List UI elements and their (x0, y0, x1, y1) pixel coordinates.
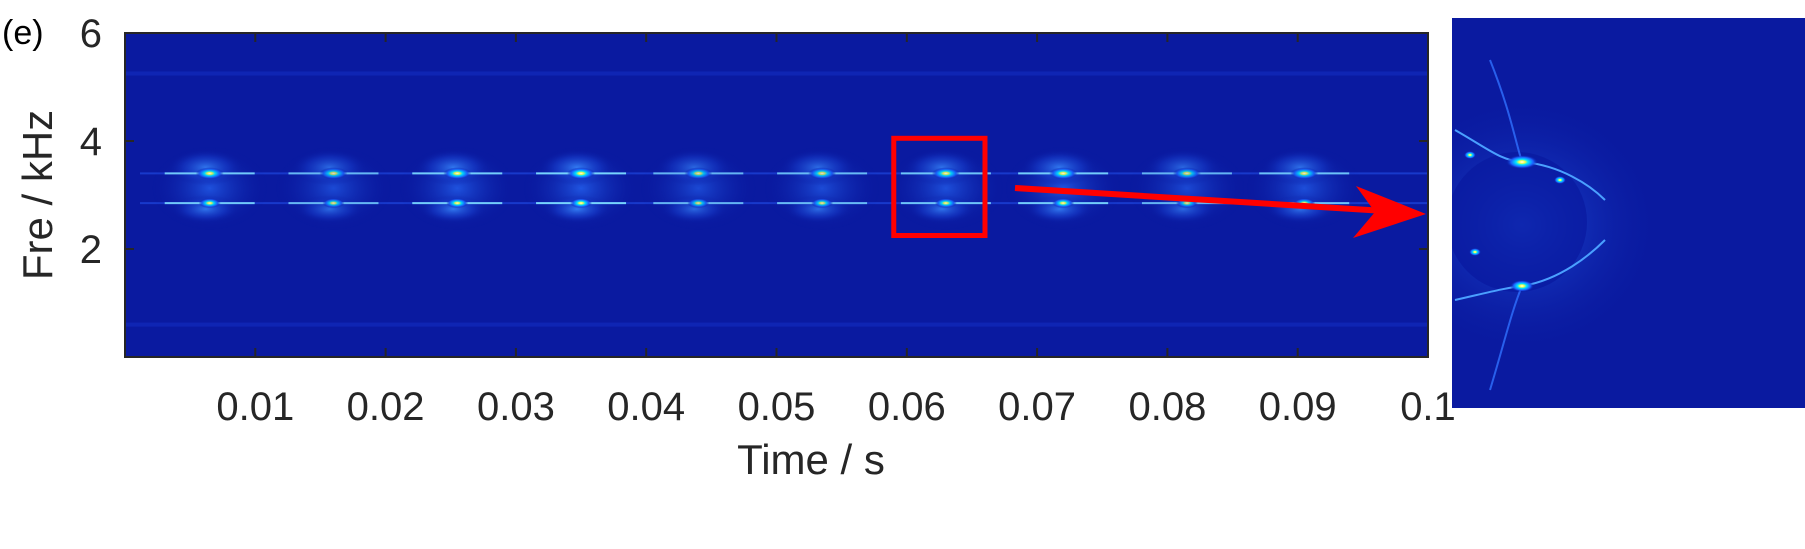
burst-hotspot-upper (931, 167, 960, 180)
plot-area: 0.01 0.02 0.03 0.04 0.05 0.06 0.07 0.08 0.09 0.1 … (80, 12, 1456, 429)
burst-hotspot-upper (443, 167, 472, 180)
burst-hotspot-upper (195, 167, 224, 180)
x-tick-label: 0.08 (1128, 385, 1206, 429)
burst-hotspot-lower (1052, 198, 1075, 209)
burst-hotspot-upper (319, 167, 348, 180)
energy-burst (640, 146, 757, 231)
burst-hotspot-upper (567, 167, 596, 180)
y-tick-label: 6 (80, 12, 102, 56)
burst-halo-upper (415, 149, 492, 186)
burst-halo-upper (167, 149, 244, 186)
heatmap-layer (125, 71, 1428, 327)
y-tick-label: 4 (80, 120, 102, 164)
energy-burst (399, 146, 516, 231)
burst-hotspot-lower (934, 198, 957, 209)
x-tick-label: 0.04 (607, 385, 685, 429)
x-tick-label: 0.03 (477, 385, 555, 429)
burst-halo-upper (1262, 149, 1339, 186)
energy-burst (151, 146, 268, 231)
inset-spot-left-upper (1464, 151, 1476, 159)
burst-hotspot-upper (684, 167, 713, 180)
burst-hotspot-lower (446, 198, 469, 209)
energy-burst (275, 146, 392, 231)
inset-spot-left-lower (1469, 248, 1481, 256)
energy-burst (1128, 146, 1245, 231)
inset-hotspot-upper (1506, 155, 1538, 169)
burst-hotspot-lower (198, 198, 221, 209)
energy-burst (1246, 146, 1363, 231)
x-tick-label: 0.1 (1400, 385, 1456, 429)
arrow-head (1353, 186, 1426, 238)
burst-hotspot-lower (811, 198, 834, 209)
x-ticks: 0.01 0.02 0.03 0.04 0.05 0.06 0.07 0.08 0.09 0.1 (216, 33, 1456, 429)
inset-spot-right (1554, 176, 1566, 184)
x-tick-label: 0.09 (1259, 385, 1337, 429)
burst-halo-upper (1021, 149, 1098, 186)
burst-halo-upper (539, 149, 616, 186)
arrow-shaft (1014, 185, 1386, 214)
panel-label: (e) (2, 14, 44, 52)
burst-halo-upper (780, 149, 857, 186)
zoom-inset (1452, 18, 1805, 408)
burst-hotspot-lower (570, 198, 593, 209)
energy-burst (523, 146, 640, 231)
inset-hotspot-lower (1510, 280, 1534, 292)
x-tick-label: 0.06 (868, 385, 946, 429)
burst-hotspot-upper (808, 167, 837, 180)
inset-arc-top (1489, 59, 1523, 163)
burst-halo-upper (1144, 149, 1221, 186)
zoom-arrow (1014, 185, 1426, 238)
x-tick-label: 0.05 (738, 385, 816, 429)
burst-hotspot-upper (1172, 167, 1201, 180)
inset-void (1452, 152, 1587, 292)
inset-arc-bottom (1489, 285, 1523, 391)
energy-burst (764, 146, 881, 231)
x-tick-label: 0.02 (347, 385, 425, 429)
zoom-box (891, 135, 988, 238)
burst-hotspot-lower (322, 198, 345, 209)
y-tick-label: 2 (80, 228, 102, 272)
y-axis-label: Fre / kHz (14, 110, 61, 280)
y-ticks: 2 4 6 (80, 12, 1428, 272)
x-tick-label: 0.07 (998, 385, 1076, 429)
burst-hotspot-upper (1290, 167, 1319, 180)
energy-burst (887, 146, 1004, 231)
x-tick-label: 0.01 (216, 385, 294, 429)
burst-halo-upper (656, 149, 733, 186)
burst-hotspot-lower (687, 198, 710, 209)
burst-halo-upper (903, 149, 980, 186)
burst-hotspot-upper (1049, 167, 1078, 180)
x-axis-label: Time / s (737, 436, 885, 483)
burst-halo-upper (291, 149, 368, 186)
